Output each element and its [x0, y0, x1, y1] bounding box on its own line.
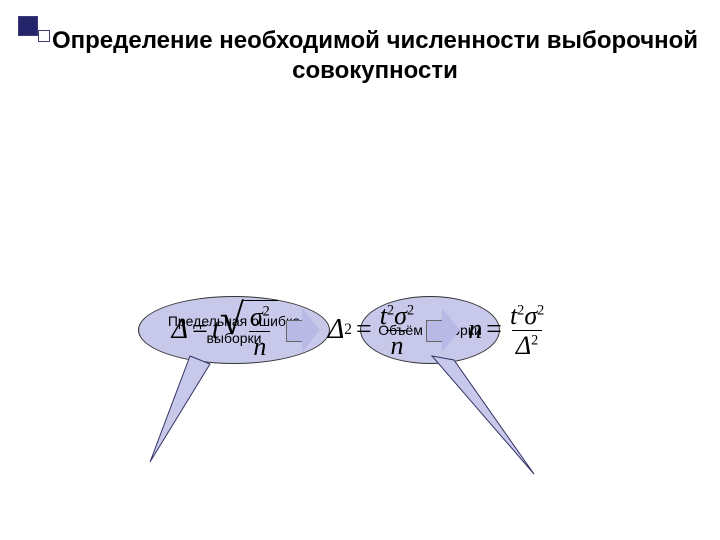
formula-3: n = t2σ2 Δ2: [468, 302, 548, 360]
f3-num-b-sup: 2: [537, 302, 544, 318]
f3-num-b: σ: [524, 301, 537, 330]
f1-lhs: Δ: [172, 314, 188, 346]
f1-num: σ: [250, 302, 263, 331]
f2-num-a: t: [380, 301, 387, 330]
f2-num-b: σ: [394, 301, 407, 330]
formula-row: Δ = t √ σ2 n Δ2 = t2σ2 n: [0, 300, 720, 361]
callouts-layer: Предельная ошибка выборки Объём выборки: [0, 150, 720, 270]
slide-title: Определение необходимой численности выбо…: [50, 26, 700, 86]
callout-error-tail: [140, 350, 220, 470]
f2-lhs-sup: 2: [344, 321, 352, 339]
formula-2: Δ2 = t2σ2 n: [328, 302, 418, 360]
f1-den: n: [249, 331, 270, 360]
equals-icon: =: [486, 314, 502, 346]
f1-num-sup: 2: [263, 303, 270, 319]
f3-den: Δ: [516, 331, 531, 360]
sqrt-icon: √ σ2 n: [220, 300, 278, 361]
f2-den: n: [386, 330, 407, 359]
formula-1: Δ = t √ σ2 n: [172, 300, 278, 361]
f3-den-sup: 2: [531, 332, 538, 348]
arrow-right-icon: [286, 308, 320, 352]
arrow-right-icon: [426, 308, 460, 352]
f2-lhs: Δ: [328, 314, 344, 346]
f3-lhs: n: [468, 314, 482, 346]
equals-icon: =: [356, 314, 372, 346]
f1-t: t: [212, 314, 220, 346]
callout-volume-tail: [430, 350, 550, 480]
f2-num-b-sup: 2: [407, 302, 414, 318]
equals-icon: =: [192, 314, 208, 346]
